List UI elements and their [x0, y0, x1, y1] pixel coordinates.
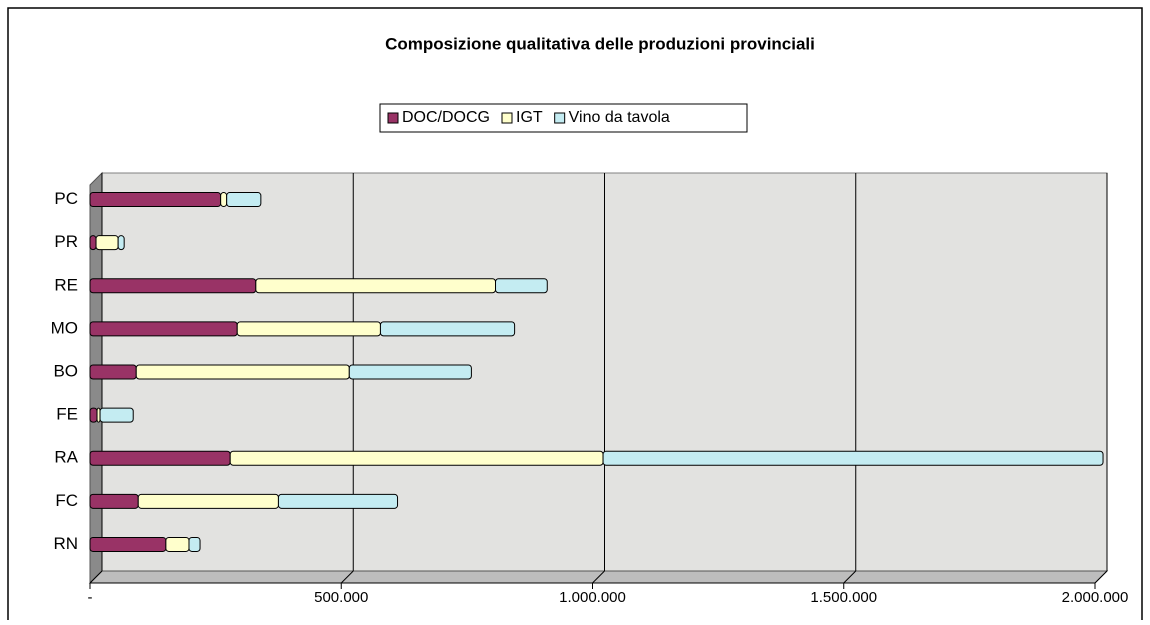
bar-segment — [229, 450, 604, 466]
bar-segment — [226, 192, 262, 208]
bar-segment — [89, 536, 167, 552]
x-tick-label: 1.000.000 — [559, 589, 626, 606]
legend-swatch — [501, 112, 513, 124]
bar-segment — [236, 321, 381, 337]
bar-segment — [220, 192, 228, 208]
bar-segment — [137, 493, 279, 509]
legend-label: IGT — [516, 109, 543, 126]
x-tick-label: 1.500.000 — [810, 589, 877, 606]
bar-segment — [255, 278, 497, 294]
x-tick-label: 500.000 — [314, 589, 368, 606]
bar-segment — [89, 493, 139, 509]
y-tick-label: PC — [54, 189, 78, 208]
grid-line — [89, 570, 103, 584]
x-tick-label: - — [88, 589, 93, 606]
bar-segment — [89, 192, 222, 208]
bar-segment — [99, 407, 134, 423]
bar-segment — [89, 321, 238, 337]
y-tick-label: MO — [51, 318, 78, 337]
bar-segment — [89, 407, 98, 423]
y-tick-label: PR — [54, 232, 78, 251]
bar-segment — [348, 364, 472, 380]
bar-segment — [188, 536, 201, 552]
y-tick-label: RE — [54, 275, 78, 294]
bar-segment — [379, 321, 516, 337]
x-tick-label: 2.000.000 — [1062, 589, 1129, 606]
y-tick-label: BO — [53, 361, 78, 380]
chart-title: Composizione qualitativa delle produzion… — [385, 34, 815, 53]
legend-label: DOC/DOCG — [402, 109, 490, 126]
bar-segment — [117, 235, 125, 251]
legend-label: Vino da tavola — [569, 109, 670, 126]
grid-line — [340, 570, 354, 584]
legend-swatch — [554, 112, 566, 124]
bar-segment — [165, 536, 190, 552]
y-tick-label: RA — [54, 448, 78, 467]
bar-segment — [89, 278, 257, 294]
y-tick-label: FC — [55, 491, 78, 510]
bar-segment — [89, 364, 137, 380]
bar-segment — [89, 235, 97, 251]
grid-line — [1094, 570, 1108, 584]
grid-line — [592, 570, 605, 584]
y-tick-label: FE — [56, 405, 78, 424]
bar-segment — [135, 364, 350, 380]
bar-segment — [95, 235, 119, 251]
y-tick-label: RN — [53, 534, 78, 553]
grid-line — [843, 570, 857, 584]
bar-segment — [89, 450, 231, 466]
bar-segment — [277, 493, 399, 509]
legend-swatch — [387, 112, 399, 124]
bar-segment — [495, 278, 548, 294]
bar-segment — [602, 450, 1104, 466]
